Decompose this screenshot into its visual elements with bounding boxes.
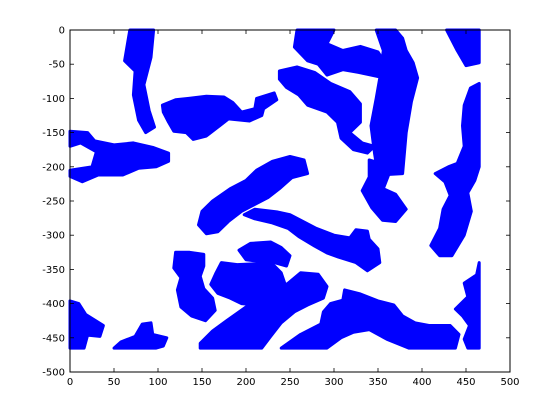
x-tick-label: 300	[324, 377, 343, 388]
region-14	[237, 240, 292, 268]
y-tick-label: -400	[42, 299, 65, 310]
x-tick-label: 250	[280, 377, 299, 388]
region-2	[68, 129, 171, 184]
x-tick-label: 0	[67, 377, 73, 388]
x-tick-label: 450	[456, 377, 475, 388]
y-tick-label: -100	[42, 94, 65, 105]
region-17	[279, 288, 461, 350]
x-tick-label: 350	[368, 377, 387, 388]
y-tick-label: -450	[42, 333, 65, 344]
region-16	[112, 321, 169, 350]
x-tick-label: 500	[500, 377, 519, 388]
y-tick-label: -50	[49, 60, 65, 71]
region-5	[292, 28, 389, 78]
y-tick-label: -250	[42, 197, 65, 208]
region-8	[429, 81, 481, 258]
region-6	[369, 28, 420, 177]
filled-regions	[68, 28, 481, 350]
region-12	[172, 250, 217, 323]
region-4	[277, 65, 376, 155]
region-19	[453, 261, 481, 350]
region-18	[68, 299, 105, 350]
region-15	[198, 271, 329, 350]
y-tick-label: -300	[42, 231, 65, 242]
region-1	[123, 28, 156, 135]
region-11	[242, 207, 382, 273]
region-3	[160, 91, 279, 141]
y-tick-label: -500	[42, 368, 65, 379]
x-tick-label: 50	[108, 377, 121, 388]
x-axis: 0 50 100 150 200 250 300 350 400 450 500	[67, 30, 520, 388]
y-tick-label: -200	[42, 162, 65, 173]
y-tick-label: 0	[59, 26, 65, 37]
region-10	[197, 155, 310, 236]
y-tick-label: -150	[42, 128, 65, 139]
x-tick-label: 200	[236, 377, 255, 388]
y-tick-label: -350	[42, 265, 65, 276]
x-tick-label: 400	[412, 377, 431, 388]
x-tick-label: 150	[192, 377, 211, 388]
region-7	[360, 158, 408, 223]
y-axis: 0 -50 -100 -150 -200 -250 -300 -350 -400 -450 -500	[42, 26, 510, 379]
x-tick-label: 100	[148, 377, 167, 388]
